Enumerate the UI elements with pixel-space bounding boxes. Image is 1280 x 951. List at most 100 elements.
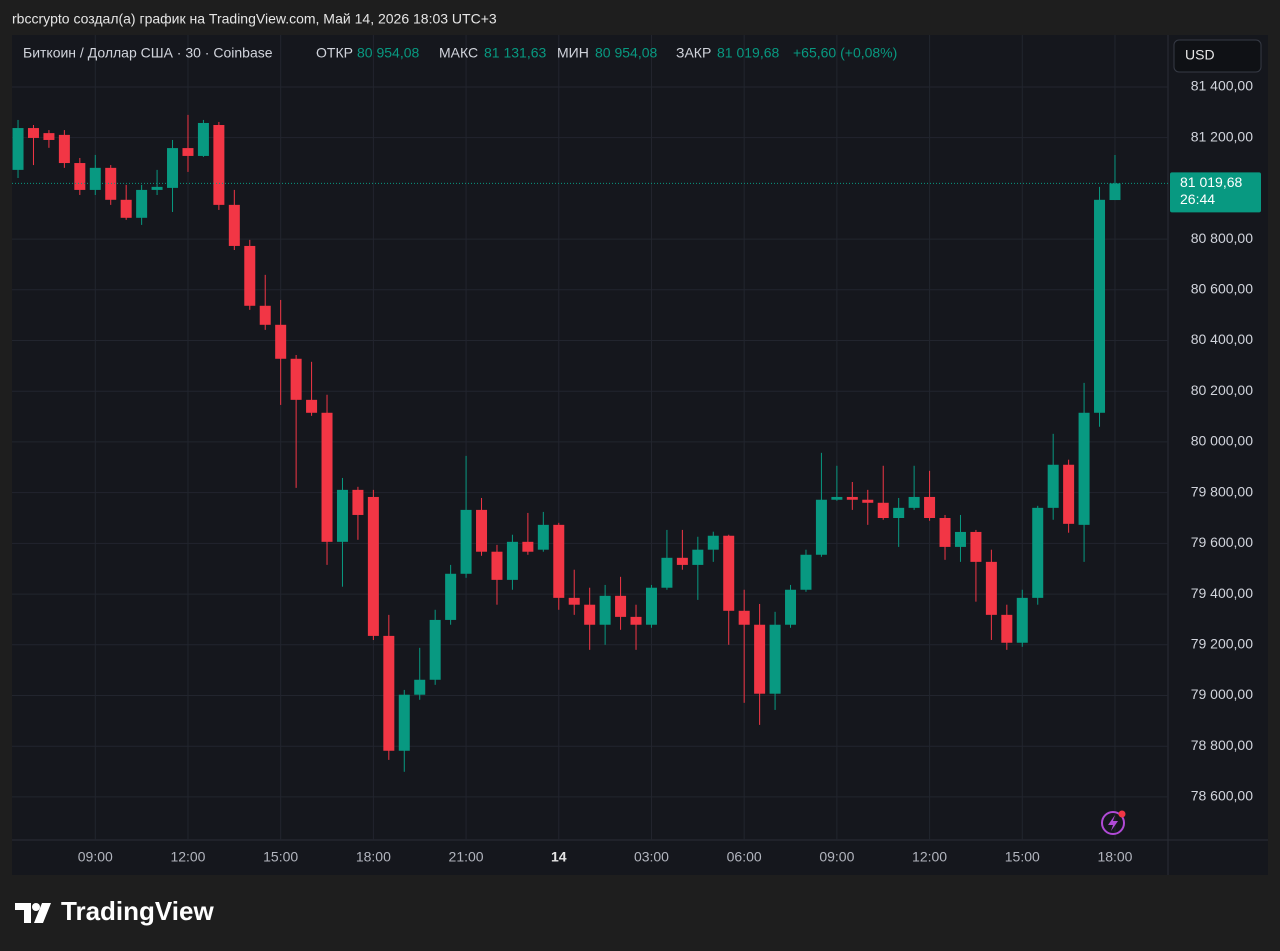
last-price-box <box>1170 172 1261 213</box>
candle-body <box>1016 597 1028 643</box>
candle-body <box>58 134 70 164</box>
logo <box>15 903 51 923</box>
currency[interactable]: USD <box>1185 47 1215 63</box>
alert-icon[interactable] <box>1101 810 1126 835</box>
candle-body <box>120 199 132 218</box>
currency-button[interactable] <box>1173 39 1262 73</box>
candle-body <box>738 610 750 625</box>
candle-body <box>723 535 735 611</box>
candle-body <box>429 619 441 680</box>
candle-body <box>707 535 719 550</box>
y-tick-label: 80 800,00 <box>1191 230 1253 246</box>
low-value: 80 954,08 <box>595 45 657 61</box>
candle-body <box>599 595 611 625</box>
candle-body <box>306 399 318 413</box>
candle-body <box>970 531 982 562</box>
candle-body <box>846 496 858 500</box>
candle-body <box>414 679 426 695</box>
candle-body <box>136 189 148 218</box>
candle-body <box>800 554 812 590</box>
candle-body <box>352 489 364 515</box>
x-tick-label: 12:00 <box>170 849 205 865</box>
candle-body <box>383 635 395 751</box>
candle-body <box>1047 464 1059 508</box>
candle-body <box>615 595 627 617</box>
y-tick-label: 81 400,00 <box>1191 78 1253 94</box>
alert-bolt[interactable] <box>1108 815 1118 831</box>
candle-body <box>43 133 55 140</box>
attribution: rbccrypto создал(а) график на TradingVie… <box>12 11 497 27</box>
candle-body <box>692 549 704 565</box>
x-tick-label: 18:00 <box>1097 849 1132 865</box>
candle-body <box>862 499 874 503</box>
candle-body <box>182 148 194 156</box>
y-tick-label: 81 200,00 <box>1191 128 1253 144</box>
candle-body <box>661 557 673 588</box>
candle-body <box>1109 183 1121 201</box>
axes: 78 600,00 78 800,00 79 000,00 79 200,00 79 4… <box>78 78 1261 865</box>
candle-body <box>259 305 271 325</box>
logo-mark <box>15 903 31 923</box>
candle-body <box>506 541 518 580</box>
plot <box>12 114 1168 772</box>
candle-body <box>12 128 24 170</box>
x-tick-label: 15:00 <box>1005 849 1040 865</box>
alert-dot[interactable] <box>1118 810 1126 818</box>
candle-body <box>321 412 333 542</box>
x-tick-label: 06:00 <box>727 849 762 865</box>
x-tick-label: 09:00 <box>78 849 113 865</box>
x-tick-label: 18:00 <box>356 849 391 865</box>
candle-body <box>197 122 209 156</box>
candle-body <box>244 245 256 306</box>
y-tick-label: 80 200,00 <box>1191 382 1253 398</box>
candle-body <box>1032 507 1044 598</box>
last-price-label: 81 019,68 <box>1180 174 1242 190</box>
candle-body <box>213 125 225 205</box>
alert-ring[interactable] <box>1101 811 1125 835</box>
change-value: +65,60 (+0,08%) <box>793 45 897 61</box>
y-tick-label: 79 000,00 <box>1191 686 1253 702</box>
candle-body <box>27 128 39 138</box>
candle-body <box>1094 199 1106 413</box>
high-label: МАКС <box>439 45 478 61</box>
candle-body <box>74 163 86 190</box>
countdown: 26:44 <box>1180 191 1215 207</box>
y-tick-label: 80 000,00 <box>1191 433 1253 449</box>
x-tick-label: 09:00 <box>819 849 854 865</box>
candle-body <box>645 587 657 625</box>
candle-body <box>228 204 240 246</box>
candle-body <box>476 509 488 552</box>
candle-body <box>1001 614 1013 643</box>
candle-body <box>924 496 936 518</box>
candle-body <box>939 518 951 547</box>
candle-body <box>105 167 117 200</box>
candle-body <box>275 324 287 359</box>
y-tick-label: 80 600,00 <box>1191 281 1253 297</box>
y-tick-label: 79 800,00 <box>1191 483 1253 499</box>
y-tick-label: 78 800,00 <box>1191 737 1253 753</box>
x-tick-label: 15:00 <box>263 849 298 865</box>
close-value: 81 019,68 <box>717 45 779 61</box>
candle-body <box>908 496 920 508</box>
open-value: 80 954,08 <box>357 45 419 61</box>
candle-body <box>1078 412 1090 525</box>
x-tick-label: 12:00 <box>912 849 947 865</box>
candle-body <box>831 496 843 500</box>
candle-body <box>584 604 596 625</box>
candle-body <box>290 358 302 400</box>
candle-body <box>460 509 472 574</box>
x-tick-label: 03:00 <box>634 849 669 865</box>
logo-mark <box>34 903 51 923</box>
y-tick-label: 79 600,00 <box>1191 534 1253 550</box>
candle-body <box>553 524 565 598</box>
candle-body <box>769 624 781 694</box>
high-value: 81 131,63 <box>484 45 546 61</box>
close-label: ЗАКР <box>676 45 711 61</box>
candle-body <box>815 499 827 555</box>
logo-text: TradingView <box>61 896 214 926</box>
candle-body <box>537 524 549 550</box>
candle-body <box>336 489 348 542</box>
y-tick-label: 79 200,00 <box>1191 635 1253 651</box>
